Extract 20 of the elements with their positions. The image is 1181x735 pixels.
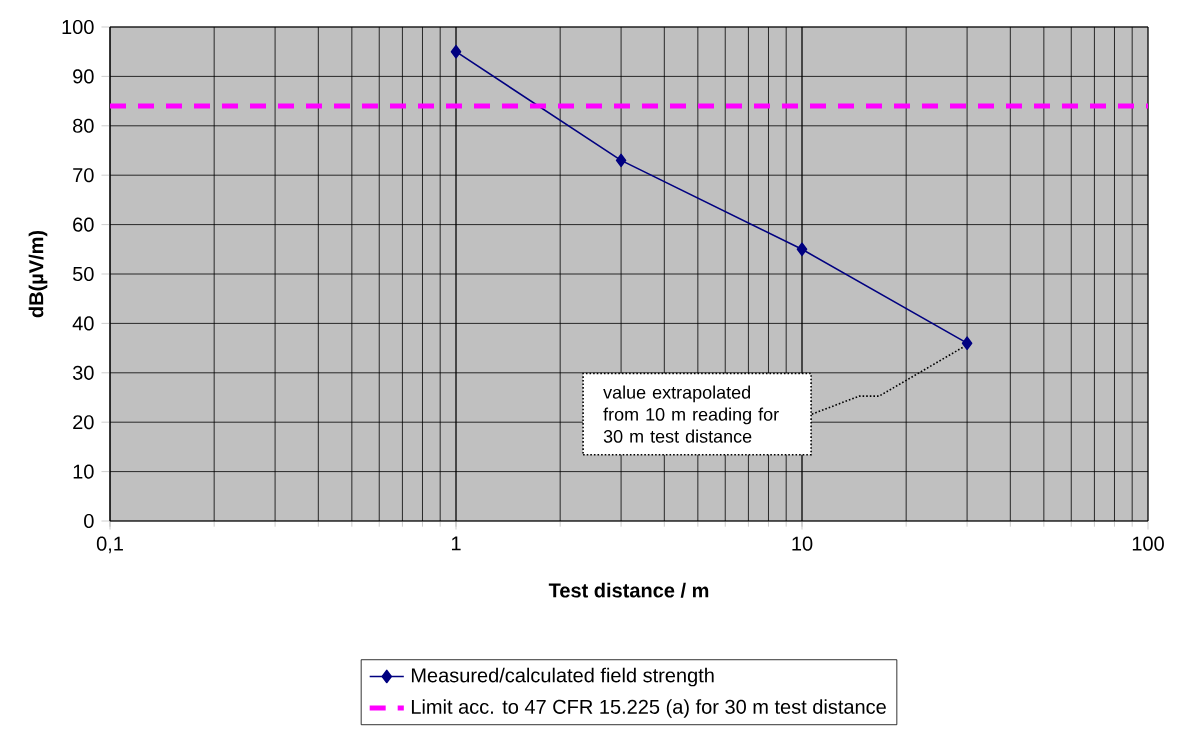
y-tick-label: 50: [72, 266, 94, 282]
x-tick-label: 10: [792, 536, 813, 551]
x-tick-label: 0,1: [96, 536, 123, 554]
y-axis-title: dB(µV/m): [28, 230, 48, 318]
y-tick-label: 40: [72, 316, 94, 331]
y-tick-label: 60: [73, 217, 94, 232]
x-tick-label: 100: [1132, 536, 1164, 551]
y-tick-label: 20: [73, 415, 94, 430]
y-tick-label: 70: [73, 168, 94, 183]
y-tick-label: 90: [73, 69, 94, 84]
y-tick-label: 80: [73, 118, 94, 133]
annotation: value extrapolated from 10 m reading for 30 m test distance: [603, 385, 779, 443]
x-axis-title: Test distance / m: [548, 582, 709, 598]
y-tick-label: 100: [62, 19, 94, 35]
legend-label: Limit acc. to 47 CFR 15.225 (a) for 30 m test distance: [411, 699, 886, 718]
y-tick-label: 0: [84, 513, 94, 529]
y-tick-label: 10: [73, 464, 94, 479]
legend-label: Measured/calculated field strength: [411, 667, 714, 687]
x-tick-label: 1: [451, 536, 461, 551]
y-tick-label: 30: [72, 365, 94, 380]
